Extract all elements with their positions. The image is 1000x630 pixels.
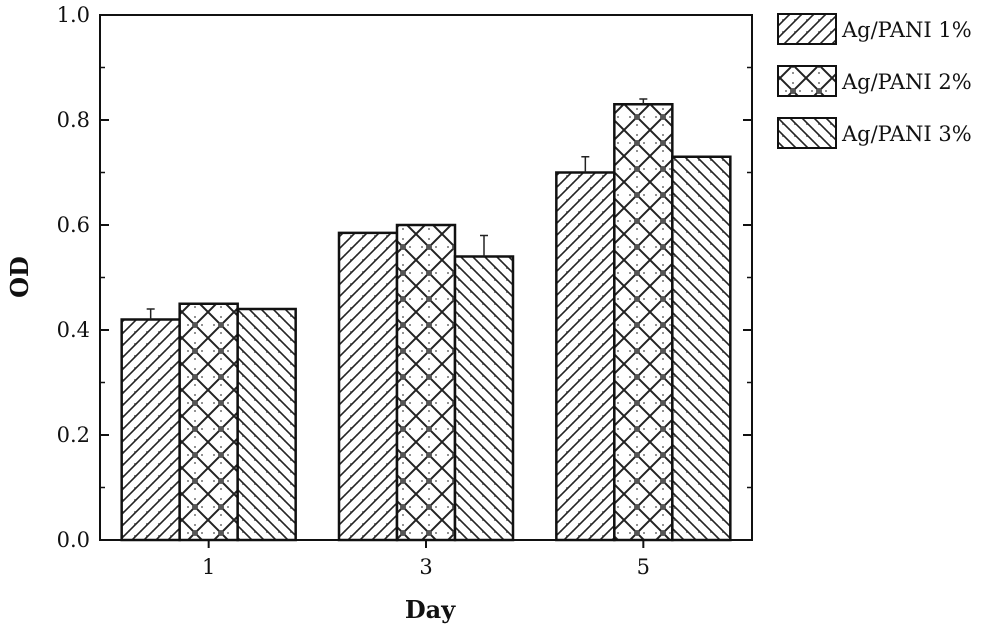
y-tick-label: 0.2: [57, 423, 90, 447]
y-axis: 0.0 0.2 0.4 0.6 0.8 1.0: [57, 3, 752, 552]
y-tick-label: 0.0: [57, 528, 90, 552]
legend-label-3: Ag/PANI 3%: [841, 122, 972, 146]
x-axis: 1 3 5: [202, 540, 650, 579]
x-tick-label: 1: [202, 555, 215, 579]
y-tick-label: 0.8: [57, 108, 90, 132]
y-tick-label: 1.0: [57, 3, 90, 27]
legend-swatch-1: [777, 13, 837, 45]
x-tick-label: 5: [637, 555, 650, 579]
x-tick-label: 3: [419, 555, 432, 579]
y-axis-title: OD: [5, 256, 34, 298]
plot-area: [99, 14, 753, 542]
y-tick-label: 0.4: [57, 318, 90, 342]
bar-2-1: [178, 302, 239, 542]
bar-3-5: [671, 155, 732, 542]
bar-2-5: [613, 103, 674, 542]
y-tick-label: 0.6: [57, 213, 90, 237]
bar-3-3: [453, 255, 515, 542]
legend-label-1: Ag/PANI 1%: [841, 18, 972, 42]
legend-swatch-2: [777, 65, 837, 97]
legend-swatch-3: [777, 117, 837, 149]
bar-1-5: [555, 171, 616, 542]
bar-3-1: [236, 307, 297, 542]
bar-1-1: [120, 318, 181, 542]
legend-label-2: Ag/PANI 2%: [841, 70, 972, 94]
bar-2-3: [395, 223, 457, 542]
legend: Ag/PANI 1% Ag/PANI 2% Ag/PANI 3%: [777, 13, 972, 149]
x-axis-title: Day: [405, 595, 456, 624]
bar-1-3: [337, 231, 399, 542]
